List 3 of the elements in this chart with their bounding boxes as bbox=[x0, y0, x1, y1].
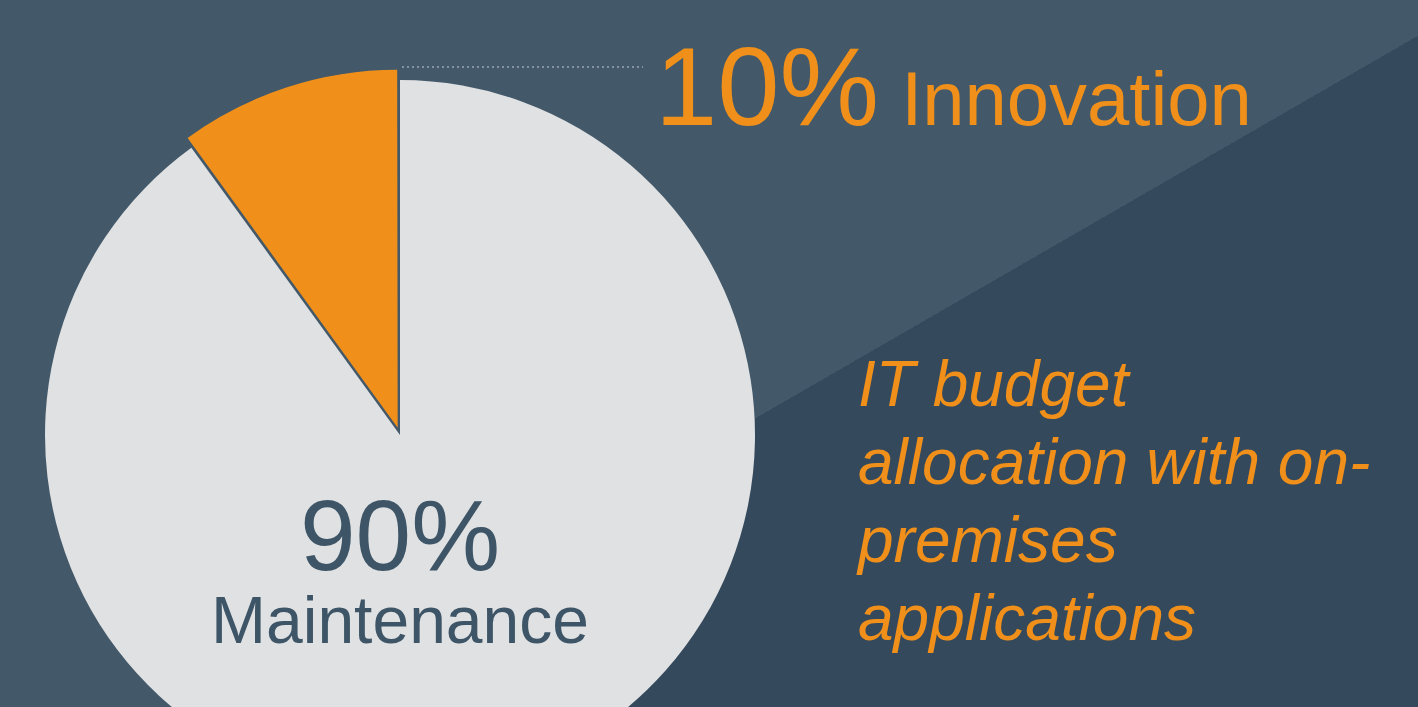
slice-label: Innovation bbox=[901, 56, 1252, 141]
data-label: 10% bbox=[655, 24, 880, 149]
text: IT budget allocation with on-premises applications bbox=[858, 347, 1372, 656]
